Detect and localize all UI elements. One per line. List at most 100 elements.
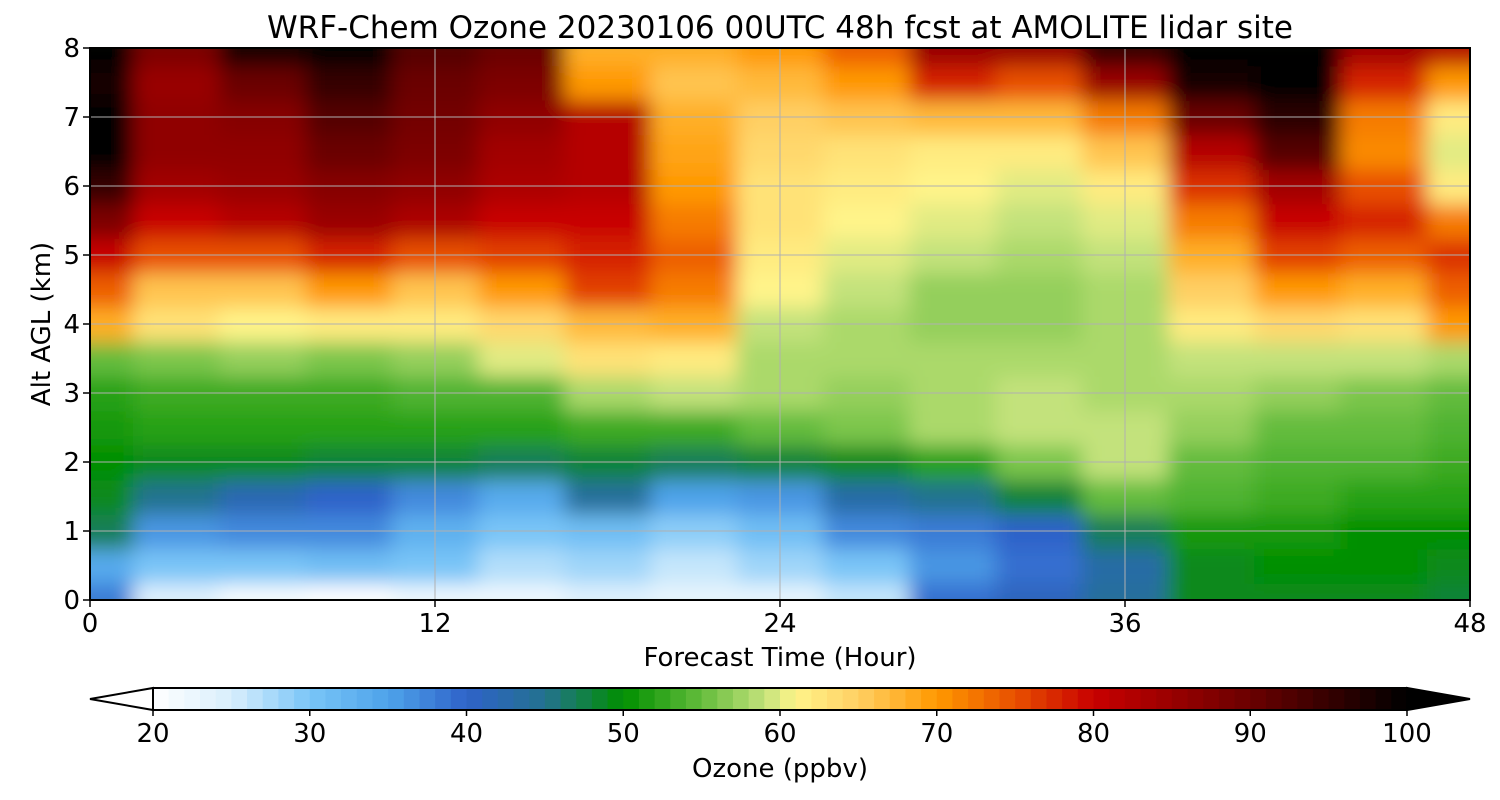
heatmap-cell: [823, 272, 911, 308]
colorbar-step: [1344, 688, 1361, 710]
heatmap-cell: [823, 548, 911, 584]
heatmap-cell: [219, 134, 307, 170]
heatmap-cell: [305, 65, 393, 101]
heatmap-cell: [305, 203, 393, 239]
colorbar-step: [874, 688, 891, 710]
colorbar-step: [1124, 688, 1142, 710]
colorbar-step: [732, 688, 750, 710]
x-axis-ticks: 0 12 24 36 48: [82, 600, 1487, 639]
colorbar-step: [466, 688, 483, 710]
heatmap-cell: [1426, 479, 1470, 515]
x-tick-label: 48: [1453, 609, 1486, 639]
y-tick-label: 8: [63, 34, 80, 64]
y-axis-label: Alt AGL (km): [27, 242, 57, 406]
heatmap-cell: [995, 410, 1083, 446]
heatmap-cell: [995, 48, 1083, 67]
colorbar-step: [1109, 688, 1126, 710]
colorbar-step: [1391, 688, 1408, 710]
heatmap-cell: [909, 341, 997, 377]
heatmap-cell: [90, 272, 135, 308]
heatmap-cell: [995, 272, 1083, 308]
heatmap-cell: [305, 134, 393, 170]
heatmap-cell: [909, 48, 997, 67]
colorbar-step: [497, 688, 515, 710]
colorbar-step: [1281, 688, 1298, 710]
heatmap-cell: [1340, 548, 1428, 584]
heatmap-cell: [1340, 479, 1428, 515]
colorbar-step: [419, 688, 436, 710]
heatmap-cell: [1426, 548, 1470, 584]
colorbar-step: [450, 688, 468, 710]
colorbar-step: [748, 688, 765, 710]
colorbar-step: [795, 688, 812, 710]
heatmap-cell: [564, 48, 652, 67]
heatmap-cell: [823, 479, 911, 515]
colorbar-step: [435, 688, 452, 710]
colorbar-step: [654, 688, 671, 710]
colorbar-step: [968, 688, 985, 710]
colorbar-step: [685, 688, 703, 710]
colorbar-step: [1328, 688, 1345, 710]
heatmap-cell: [650, 65, 738, 101]
heatmap-cell: [478, 48, 566, 67]
colorbar-step: [1046, 688, 1063, 710]
colorbar-step: [717, 688, 734, 710]
heatmap-cell: [823, 134, 911, 170]
heatmap-cell: [219, 548, 307, 584]
colorbar-step: [403, 688, 421, 710]
heatmap-cell: [1168, 582, 1256, 600]
colorbar-step: [1077, 688, 1095, 710]
y-tick-label: 0: [63, 586, 80, 616]
heatmap-cell: [1340, 582, 1428, 600]
heatmap-cell: [564, 65, 652, 101]
colorbar-step: [1156, 688, 1173, 710]
heatmap-cell: [1340, 65, 1428, 101]
colorbar-steps: [153, 688, 1408, 710]
y-tick-label: 7: [63, 103, 80, 133]
colorbar-step: [482, 688, 499, 710]
heatmap-cell: [1168, 203, 1256, 239]
heatmap-cell: [1340, 134, 1428, 170]
heatmap-cell: [564, 548, 652, 584]
heatmap-cell: [219, 65, 307, 101]
colorbar-step: [701, 688, 718, 710]
heatmap-cell: [1168, 48, 1256, 67]
x-tick-label: 24: [763, 609, 796, 639]
heatmap-cell: [478, 548, 566, 584]
heatmap-cell: [219, 203, 307, 239]
heatmap-cell: [1426, 65, 1470, 101]
colorbar-step: [999, 688, 1016, 710]
colorbar-step: [529, 688, 546, 710]
grid-lines: [90, 48, 1470, 600]
heatmap-cell: [133, 582, 221, 600]
heatmap-cell: [133, 203, 221, 239]
heatmap-cell: [995, 582, 1083, 600]
heatmap-cell: [219, 341, 307, 377]
heatmap-cell: [995, 203, 1083, 239]
heatmap-cell: [305, 582, 393, 600]
colorbar-step: [513, 688, 530, 710]
colorbar-step: [1171, 688, 1189, 710]
colorbar-tick-label: 50: [607, 719, 640, 749]
colorbar-step: [638, 688, 656, 710]
heatmap-cell: [1254, 203, 1342, 239]
heatmap-cell: [823, 48, 911, 67]
colorbar-step: [372, 688, 389, 710]
heatmap-cell: [133, 548, 221, 584]
colorbar-step: [1140, 688, 1157, 710]
heatmap-cell: [1168, 134, 1256, 170]
colorbar-step: [560, 688, 577, 710]
heatmap-cell: [995, 479, 1083, 515]
heatmap-cell: [305, 548, 393, 584]
colorbar-step: [842, 688, 859, 710]
heatmap-cell: [133, 134, 221, 170]
colorbar-step: [811, 688, 828, 710]
colorbar-step: [168, 688, 185, 710]
heatmap-cell: [823, 582, 911, 600]
heatmap-cell: [90, 341, 135, 377]
heatmap-cell: [478, 479, 566, 515]
heatmap-cell: [650, 479, 738, 515]
colorbar-step: [278, 688, 295, 710]
colorbar-step: [858, 688, 875, 710]
